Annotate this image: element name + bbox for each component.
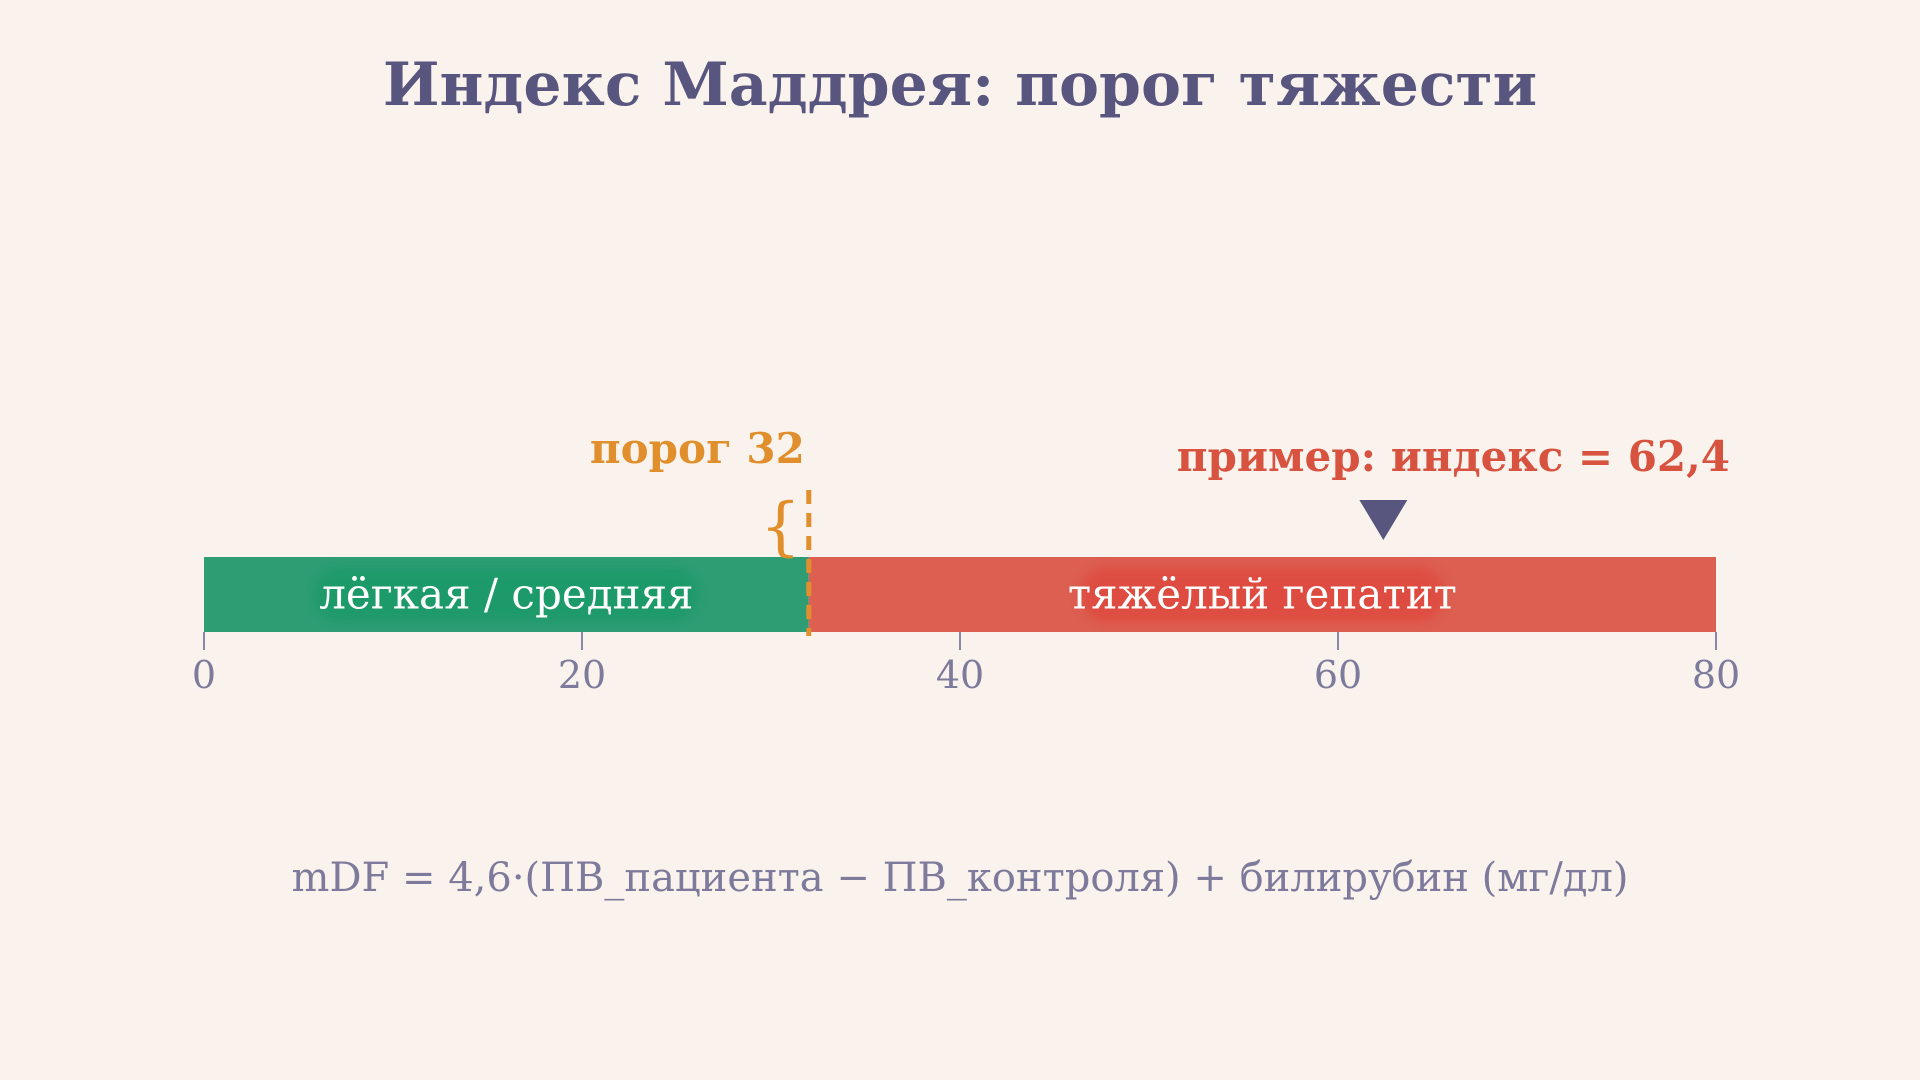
page-title: Индекс Маддрея: порог тяжести	[382, 50, 1538, 120]
zone-label-1: тяжёлый гепатит	[1068, 570, 1457, 619]
axis-tick-label: 60	[1314, 653, 1362, 697]
axis-layer: 0 20 40 60 80	[192, 632, 1740, 697]
example-marker	[1359, 500, 1408, 540]
threshold-layer: { порог 32	[590, 424, 812, 636]
example-label: пример: индекс = 62,4	[1177, 432, 1730, 481]
axis-tick-label: 40	[936, 653, 984, 697]
threshold-label: порог 32	[590, 424, 805, 473]
zone-label-bg-1	[1079, 567, 1445, 622]
threshold-brace: {	[760, 490, 801, 564]
zones-layer: лёгкая / средняя тяжёлый гепатит	[204, 557, 1716, 632]
axis-tick-label: 0	[192, 653, 216, 697]
axis-tick-label: 80	[1692, 653, 1740, 697]
example-layer: пример: индекс = 62,4	[1177, 432, 1730, 540]
formula-text: mDF = 4,6·(ПВ_пациента − ПВ_контроля) + …	[291, 855, 1629, 901]
zone-label-bg-0	[313, 567, 700, 622]
zone-label-0: лёгкая / средняя	[319, 570, 693, 619]
axis-tick-label: 20	[558, 653, 606, 697]
